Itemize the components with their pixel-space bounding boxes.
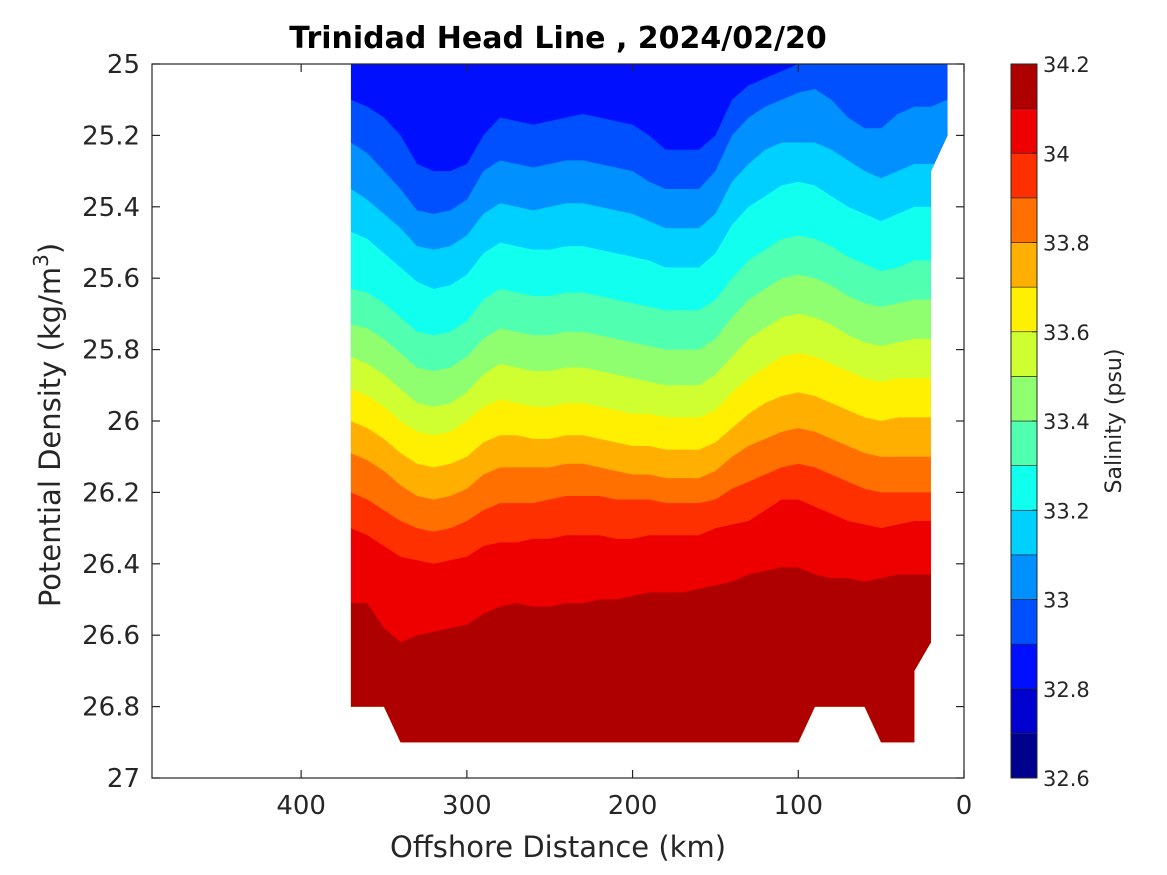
colorbar-tick-label: 34 (1043, 142, 1070, 166)
colorbar-segment (1010, 688, 1038, 734)
x-axis-ticks: 400 300 200 100 0 (276, 64, 972, 821)
colorbar-segment (1010, 152, 1038, 199)
colorbar-segment (1010, 376, 1038, 422)
plot-area: 400 300 200 100 0 25 25.2 25.4 25.6 25.8 26 26.2 26… (82, 50, 972, 821)
y-axis-ticks: 25 25.2 25.4 25.6 25.8 26 26.2 26.4 26.6 26.8 27 (82, 50, 964, 794)
y-tick-label: 25.2 (82, 121, 140, 151)
y-tick-label: 26.2 (82, 478, 140, 508)
colorbar-tick-label: 32.8 (1043, 678, 1090, 702)
colorbar-segment (1010, 331, 1038, 377)
colorbar-segment (1010, 242, 1038, 288)
colorbar-tick-label: 33.2 (1043, 499, 1090, 523)
y-axis-label-superscript: 3 (29, 254, 53, 267)
colorbar-segment (1010, 63, 1038, 109)
y-axis-label-main: Potential Density (kg/m (33, 267, 67, 607)
y-tick-label: 25 (107, 50, 140, 80)
colorbar-segment (1010, 554, 1038, 600)
y-tick-label: 26 (107, 407, 140, 437)
y-tick-label: 25.4 (82, 193, 140, 223)
colorbar-tick-label: 33.4 (1043, 410, 1090, 434)
y-axis-label-close: ) (33, 243, 67, 254)
y-tick-label: 25.8 (82, 336, 140, 366)
colorbar-segment (1010, 420, 1038, 466)
y-tick-label: 26.8 (82, 693, 140, 723)
colorbar-ticks: 32.6 32.8 33 33.2 33.4 33.6 33.8 34 34.2 (1032, 53, 1090, 791)
colorbar: 32.6 32.8 33 33.2 33.4 33.6 33.8 34 34.2 (1010, 53, 1090, 791)
y-tick-label: 26.6 (82, 621, 140, 651)
colorbar-tick-label: 33.6 (1043, 321, 1090, 345)
contour-bands (350, 64, 948, 743)
colorbar-segment (1010, 509, 1038, 556)
colorbar-segments (1010, 63, 1038, 779)
x-tick-label: 100 (773, 791, 823, 821)
colorbar-segment (1010, 643, 1038, 690)
x-tick-label: 300 (442, 791, 492, 821)
colorbar-segment (1010, 599, 1038, 645)
x-tick-label: 200 (608, 791, 658, 821)
colorbar-segment (1010, 108, 1038, 154)
colorbar-segment (1010, 286, 1038, 333)
colorbar-tick-label: 32.6 (1043, 767, 1090, 791)
x-tick-label: 0 (956, 791, 973, 821)
contour-band-34.1 (350, 567, 948, 743)
chart-title: Trinidad Head Line , 2024/02/20 (289, 21, 826, 56)
colorbar-tick-label: 34.2 (1043, 53, 1090, 77)
x-axis-label: Offshore Distance (km) (390, 830, 726, 864)
colorbar-segment (1010, 733, 1038, 779)
x-tick-label: 400 (276, 791, 326, 821)
y-tick-label: 27 (107, 764, 140, 794)
y-tick-label: 26.4 (82, 550, 140, 580)
colorbar-segment (1010, 465, 1038, 511)
colorbar-segment (1010, 197, 1038, 243)
colorbar-tick-label: 33 (1043, 589, 1070, 613)
colorbar-label: Salinity (psu) (1102, 349, 1127, 494)
colorbar-tick-label: 33.8 (1043, 232, 1090, 256)
y-axis-label: Potential Density (kg/m3) (29, 243, 67, 607)
y-tick-label: 25.6 (82, 264, 140, 294)
